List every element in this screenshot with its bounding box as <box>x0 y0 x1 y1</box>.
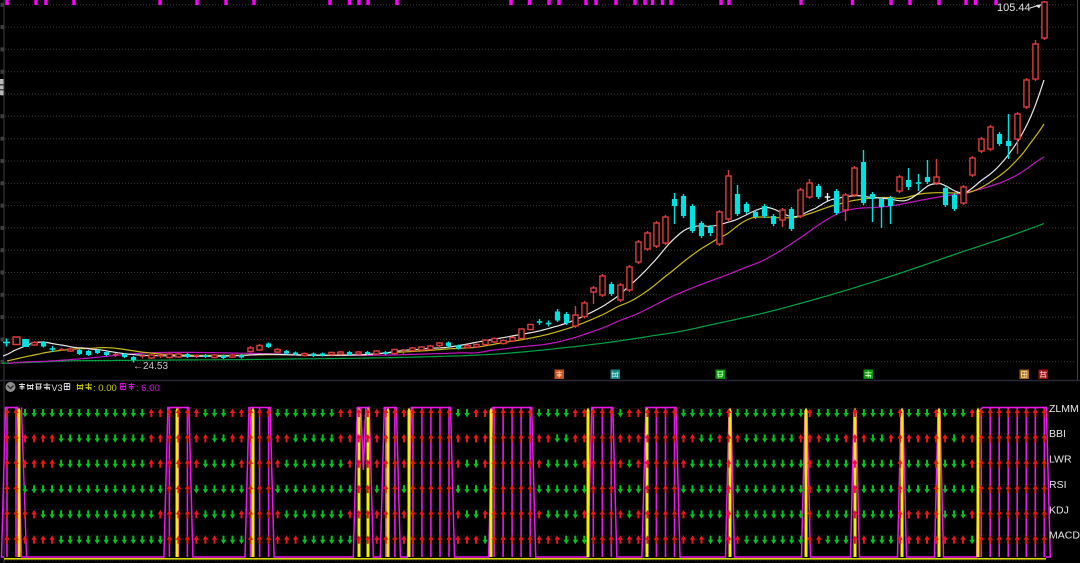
svg-text:RSI: RSI <box>1049 479 1067 491</box>
svg-text:←24.53: ←24.53 <box>133 361 168 372</box>
svg-text:KDJ: KDJ <box>1049 504 1069 516</box>
svg-text:LWR: LWR <box>1049 454 1072 466</box>
svg-text:105.44: 105.44 <box>997 2 1031 14</box>
svg-text:: 0.00: : 0.00 <box>93 383 117 394</box>
svg-text:BBI: BBI <box>1049 428 1066 440</box>
svg-text:: 6.00: : 6.00 <box>136 383 160 394</box>
svg-text:MACD: MACD <box>1049 530 1080 542</box>
svg-text:V3: V3 <box>52 383 63 393</box>
svg-text:ZLMM: ZLMM <box>1049 403 1079 415</box>
